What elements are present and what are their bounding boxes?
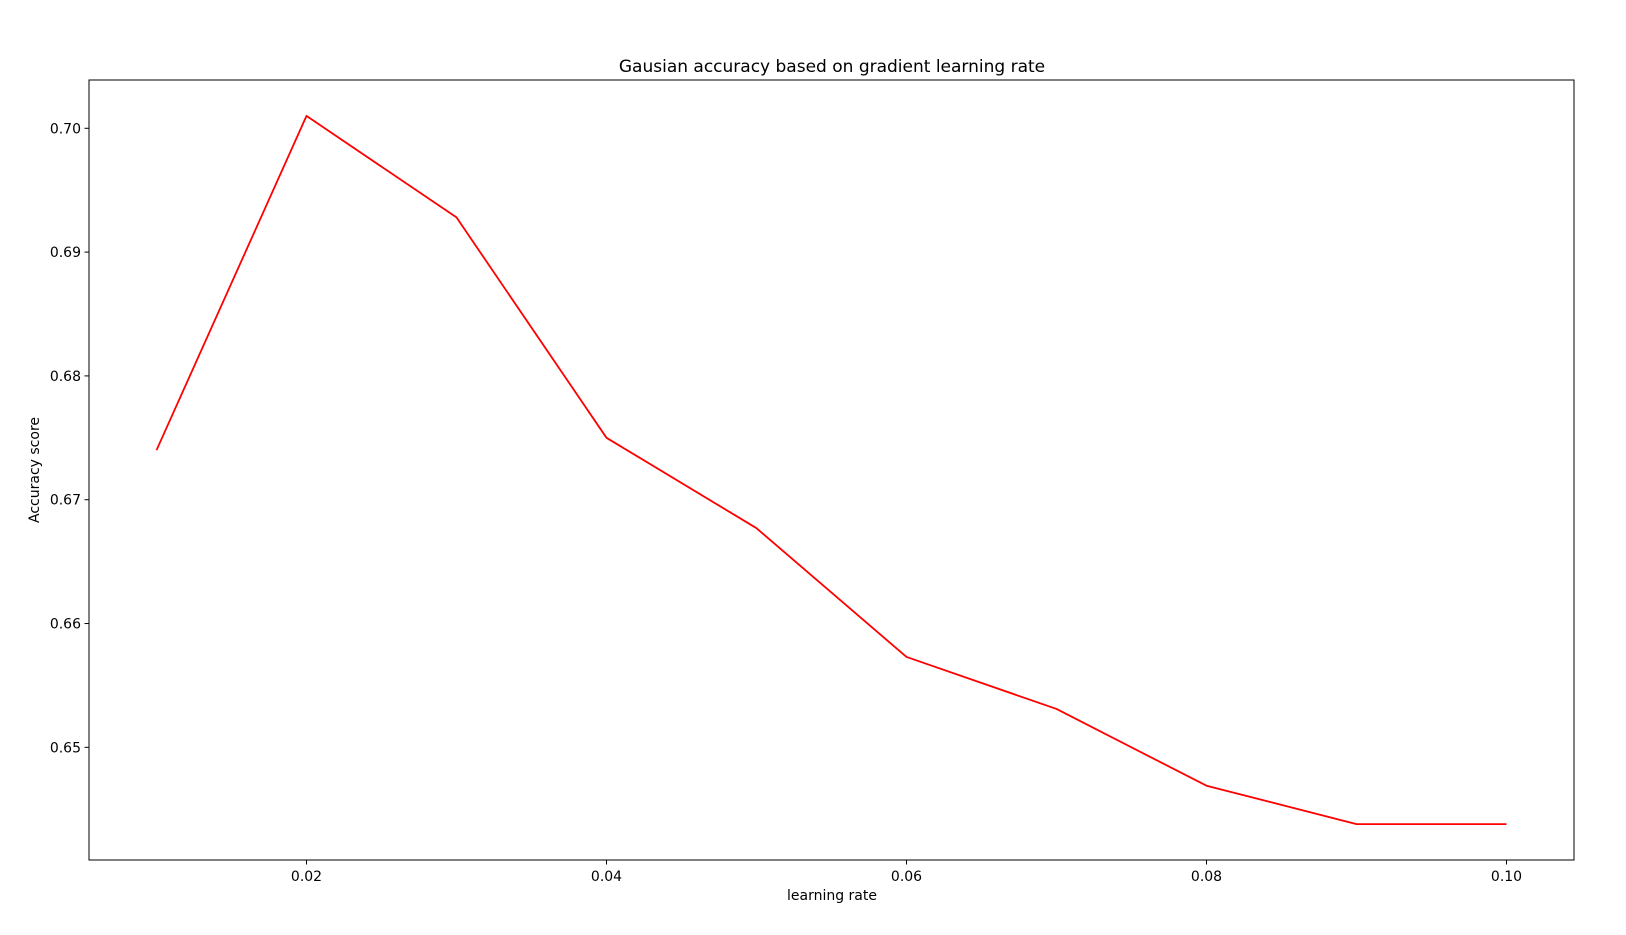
y-tick-label: 0.69 (50, 245, 81, 261)
y-tick-label: 0.68 (50, 369, 81, 385)
series-layer (155, 115, 1507, 825)
x-tick-label: 0.02 (291, 869, 322, 885)
x-tick-label: 0.06 (891, 869, 922, 885)
y-axis: 0.65 0.66 0.67 0.68 0.69 0.70 (50, 121, 89, 756)
chart-title: Gausian accuracy based on gradient learn… (619, 57, 1045, 77)
y-tick-label: 0.65 (50, 740, 81, 756)
plot-frame (88, 79, 1575, 861)
x-tick-label: 0.08 (1191, 869, 1222, 885)
y-tick-label: 0.67 (50, 493, 81, 509)
y-tick-label: 0.66 (50, 617, 81, 633)
series-line (155, 115, 1507, 825)
plot-area (88, 79, 1575, 861)
x-tick-label: 0.04 (591, 869, 622, 885)
x-axis: 0.02 0.04 0.06 0.08 0.10 (291, 860, 1522, 885)
y-tick-label: 0.70 (50, 121, 81, 137)
x-axis-label: learning rate (787, 888, 877, 904)
x-tick-label: 0.10 (1491, 869, 1522, 885)
y-axis-label: Accuracy score (27, 417, 43, 523)
